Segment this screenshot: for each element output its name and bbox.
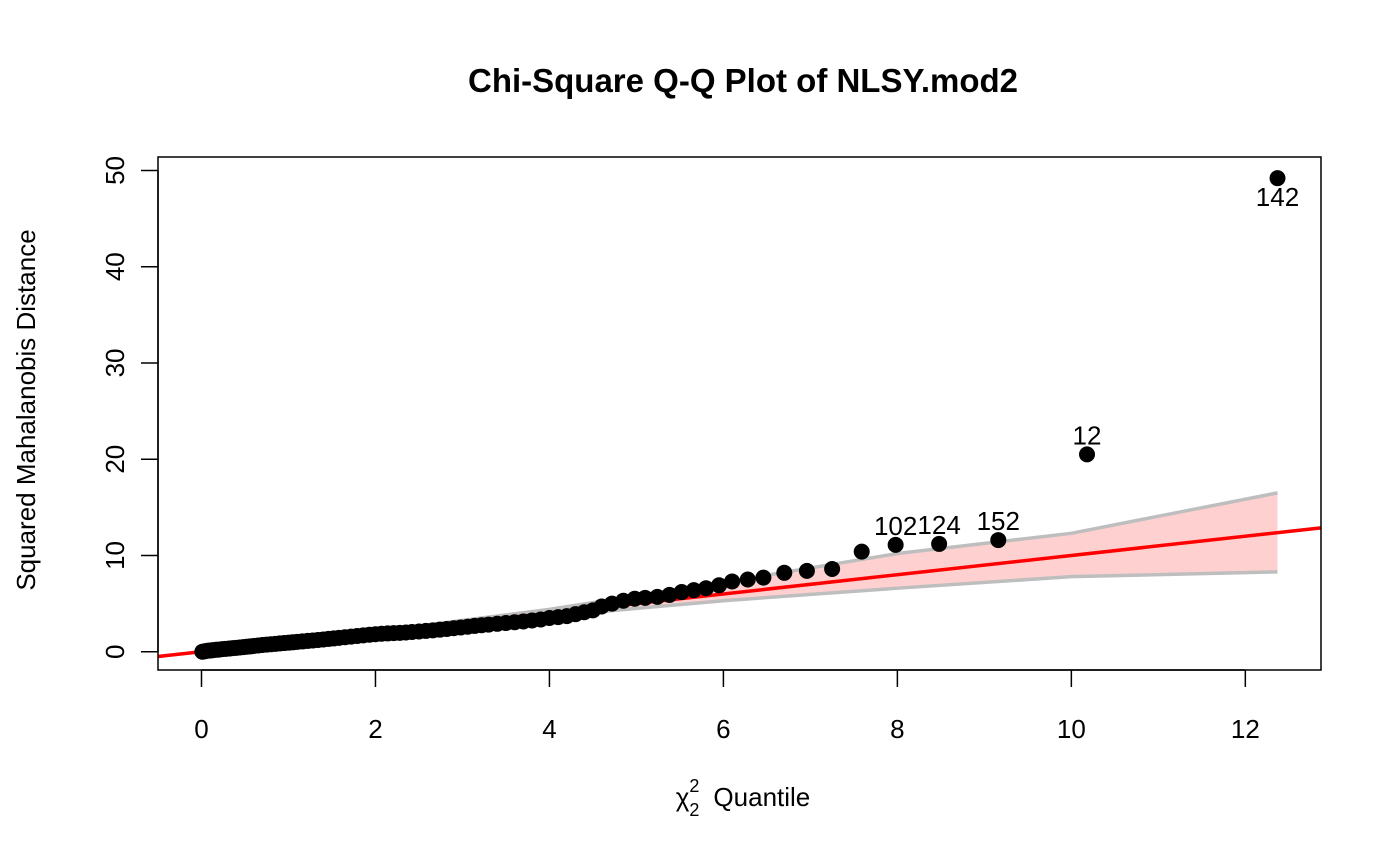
data-point: [931, 535, 948, 552]
data-point: [824, 560, 841, 577]
data-point: [637, 589, 654, 606]
y-tick-label: 50: [100, 156, 130, 185]
x-tick-label: 2: [368, 714, 382, 744]
point-label: 102: [874, 511, 917, 541]
x-axis-label: χ2 2 Quantile: [676, 776, 811, 820]
point-label: 152: [977, 506, 1020, 536]
data-point: [698, 580, 715, 597]
data-point: [798, 562, 815, 579]
data-point: [755, 569, 772, 586]
y-tick-label: 30: [100, 349, 130, 378]
x-tick-label: 10: [1057, 714, 1086, 744]
x-axis-label-superscript: 2: [689, 776, 699, 796]
envelope-fill: [201, 492, 1278, 652]
point-label: 124: [917, 510, 960, 540]
y-axis: 0 10 20 30 40 50: [100, 156, 159, 659]
data-point: [724, 573, 741, 590]
data-point: [887, 536, 904, 553]
data-point: [649, 588, 666, 605]
y-tick-label: 40: [100, 252, 130, 281]
data-point: [711, 577, 728, 594]
y-tick-label: 10: [100, 541, 130, 570]
x-tick-label: 4: [542, 714, 556, 744]
x-axis-label-symbol: χ: [676, 782, 690, 812]
point-label: 12: [1073, 420, 1102, 450]
point-labels: 142 12 102 124 152: [874, 182, 1299, 541]
x-tick-label: 0: [194, 714, 208, 744]
x-axis: 0 2 4 6 8 10 12: [194, 669, 1260, 744]
chart-title: Chi-Square Q-Q Plot of NLSY.mod2: [468, 62, 1018, 99]
data-point: [1269, 170, 1286, 187]
data-point: [661, 586, 678, 603]
x-tick-label: 12: [1231, 714, 1260, 744]
data-points: [194, 170, 1286, 660]
x-axis-label-text: Quantile: [713, 782, 810, 812]
y-tick-label: 0: [100, 644, 130, 658]
data-point: [1079, 446, 1096, 463]
data-point: [685, 582, 702, 599]
data-point: [990, 532, 1007, 549]
x-tick-label: 6: [716, 714, 730, 744]
data-point: [739, 571, 756, 588]
point-label: 142: [1256, 182, 1299, 212]
x-axis-label-subscript: 2: [689, 800, 699, 820]
x-tick-label: 8: [890, 714, 904, 744]
y-axis-label: Squared Mahalanobis Distance: [11, 229, 41, 590]
data-point: [776, 564, 793, 581]
data-point: [673, 584, 690, 601]
data-point: [853, 543, 870, 560]
y-tick-label: 20: [100, 445, 130, 474]
